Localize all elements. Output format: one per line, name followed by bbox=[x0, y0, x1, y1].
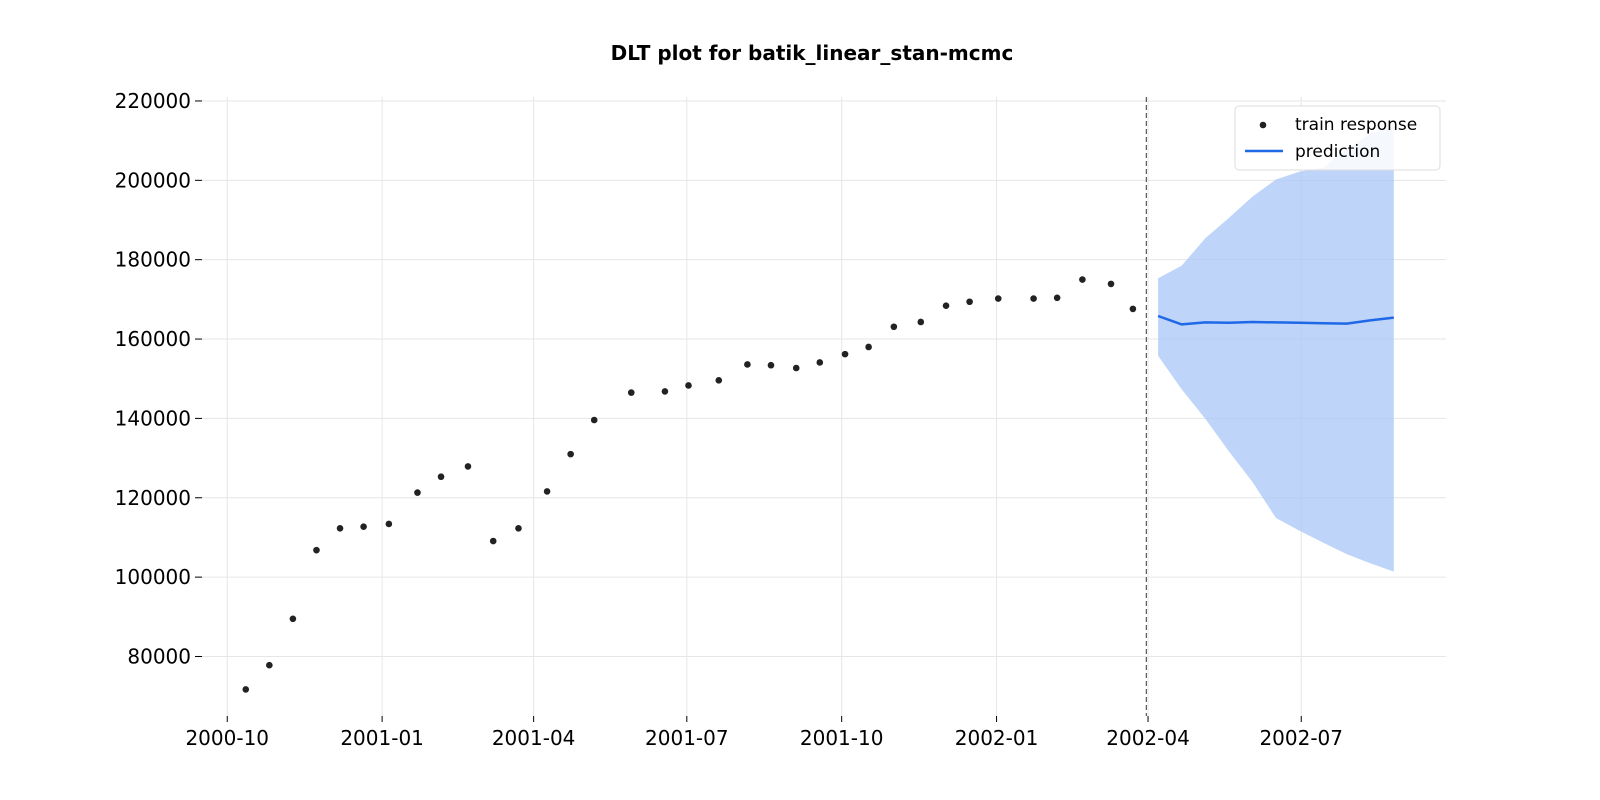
train-response-point bbox=[266, 661, 273, 669]
train-response-point bbox=[336, 525, 344, 532]
train-response-point bbox=[841, 350, 849, 358]
train-response-point bbox=[966, 298, 973, 306]
train-response-point bbox=[313, 546, 320, 554]
prediction-line-group bbox=[1157, 314, 1394, 326]
y-tick-label: 120000 bbox=[115, 486, 191, 510]
train-response-point bbox=[385, 520, 393, 528]
train-response-point bbox=[590, 416, 598, 424]
train-response-point bbox=[816, 359, 824, 366]
train-response-point bbox=[661, 388, 669, 395]
x-tick-label: 2001-10 bbox=[800, 726, 884, 750]
x-tick-label: 2001-07 bbox=[645, 726, 729, 750]
legend: train response prediction bbox=[1234, 105, 1441, 171]
train-response-point bbox=[942, 302, 950, 310]
train-response-point bbox=[414, 489, 421, 496]
y-tick-label: 80000 bbox=[127, 644, 191, 668]
train-response-point bbox=[567, 450, 574, 458]
x-tick-label: 2001-01 bbox=[340, 726, 424, 750]
prediction-interval bbox=[1158, 126, 1394, 572]
chart-title: DLT plot for batik_linear_stan-mcmc bbox=[611, 41, 1014, 65]
train-response-point bbox=[489, 537, 497, 545]
train-response-point bbox=[1129, 305, 1137, 313]
y-tick-label: 100000 bbox=[115, 565, 191, 589]
y-tick-label: 220000 bbox=[115, 89, 191, 113]
train-response-point bbox=[242, 686, 250, 693]
train-response-point bbox=[715, 377, 723, 384]
train-response-point bbox=[627, 389, 635, 396]
x-tick-label: 2001-04 bbox=[492, 726, 576, 750]
train-response-point bbox=[360, 523, 367, 531]
legend-label: train response bbox=[1295, 115, 1417, 135]
y-tick-label: 180000 bbox=[115, 248, 191, 272]
train-response-point bbox=[685, 382, 692, 389]
prediction-interval-band bbox=[1158, 126, 1394, 572]
train-response-point bbox=[515, 525, 522, 532]
x-tick-label: 2002-07 bbox=[1259, 726, 1343, 750]
legend-box bbox=[1234, 105, 1441, 171]
train-response-point bbox=[917, 318, 925, 326]
x-tick-label: 2002-01 bbox=[955, 726, 1039, 750]
train-response-point bbox=[1053, 294, 1061, 302]
train-response-point bbox=[890, 323, 898, 331]
x-tick-label: 2002-04 bbox=[1106, 726, 1190, 750]
y-tick-label: 160000 bbox=[115, 327, 191, 351]
train-response-point bbox=[767, 361, 775, 369]
train-response-point bbox=[1079, 276, 1086, 283]
y-tick-label: 140000 bbox=[115, 406, 191, 430]
axes: 2000-10 2001-01 2001-04 2001-07 2001-10 2002-… bbox=[115, 89, 1343, 750]
prediction-line bbox=[1157, 314, 1394, 326]
train-response-point bbox=[865, 343, 872, 351]
train-response-point bbox=[289, 615, 297, 623]
legend-marker-train-response bbox=[1259, 121, 1267, 129]
y-tick-label: 200000 bbox=[115, 168, 191, 192]
train-response-point bbox=[543, 488, 551, 495]
train-response-point bbox=[1107, 280, 1115, 288]
train-response-point bbox=[792, 364, 800, 372]
x-tick-label: 2000-10 bbox=[185, 726, 269, 750]
train-response-points bbox=[242, 276, 1137, 693]
legend-label: prediction bbox=[1295, 142, 1380, 162]
train-response-point bbox=[464, 463, 472, 470]
train-response-point bbox=[437, 473, 445, 481]
train-response-point bbox=[994, 295, 1002, 302]
train-response-point bbox=[744, 361, 751, 368]
train-response-point bbox=[1030, 295, 1037, 302]
